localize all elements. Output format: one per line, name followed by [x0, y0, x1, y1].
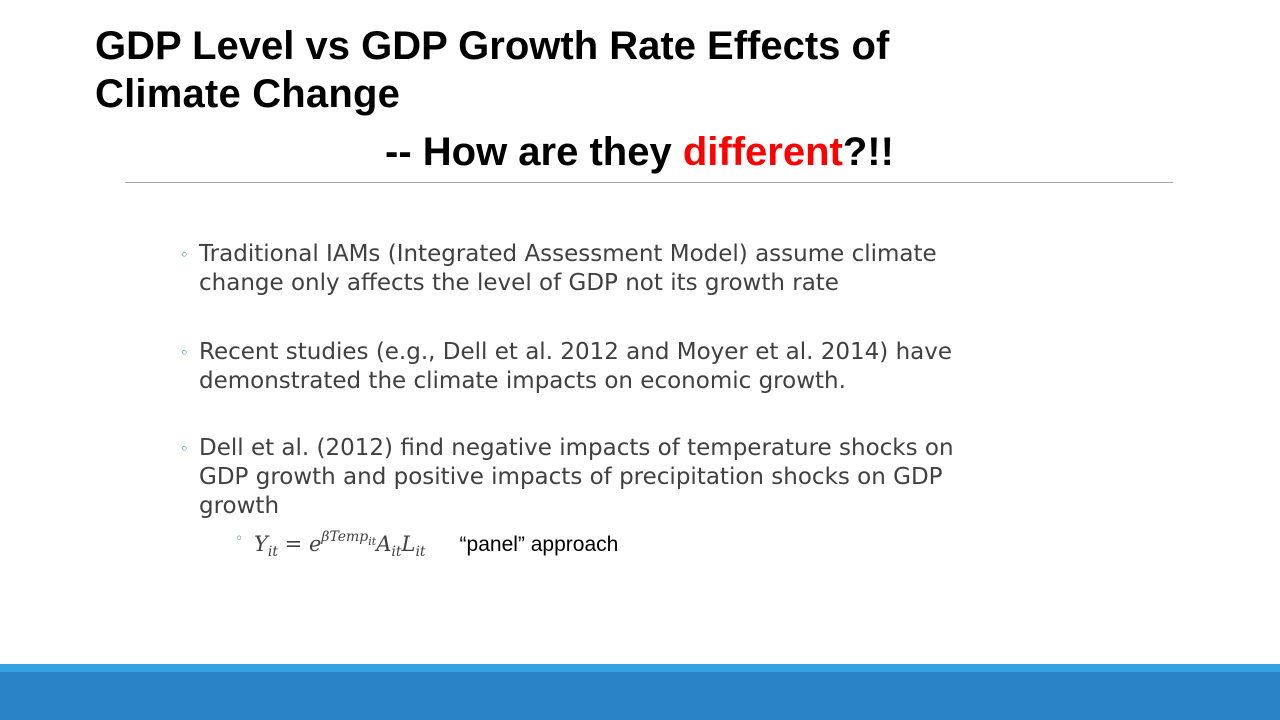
panel-formula: Yit = eβTempitAitLit: [254, 529, 426, 560]
formula-factor2: L: [401, 532, 416, 556]
bullet-text: Recent studies (e.g., Dell et al. 2012 a…: [199, 339, 953, 394]
subtitle-highlight: different: [682, 130, 843, 174]
bullet-marker-icon: ◦: [180, 344, 189, 362]
formula-exponent: βTempit: [321, 529, 377, 548]
bullet-marker-icon: ◦: [180, 246, 189, 264]
bullet-recent-studies: ◦ Recent studies (e.g., Dell et al. 2012…: [180, 338, 1010, 396]
panel-approach-label: “panel” approach: [459, 533, 619, 556]
bullet-text: Traditional IAMs (Integrated Assessment …: [199, 241, 937, 296]
bullet-marker-icon: ◦: [180, 440, 189, 458]
sub-bullet-panel-formula: ◦ Yit = eβTempitAitLit “panel” approach: [235, 525, 1010, 566]
footer-accent-stripe: [0, 664, 1280, 672]
bullet-list: ◦ Traditional IAMs (Integrated Assessmen…: [180, 240, 1010, 566]
title-line-2: Climate Change: [95, 72, 401, 116]
subtitle-suffix: ?!!: [842, 130, 894, 174]
subtitle-prefix: -- How are they: [385, 130, 683, 174]
sub-bullet-marker-icon: ◦: [235, 531, 244, 547]
slide-subtitle: -- How are they different?!!: [385, 128, 894, 176]
formula-factor1: A: [376, 532, 392, 556]
formula-base: e: [308, 532, 322, 556]
title-line-1: GDP Level vs GDP Growth Rate Effects of: [95, 24, 890, 68]
footer-bar: [0, 672, 1280, 720]
formula-exp-sub: it: [368, 534, 377, 548]
formula-lhs-var: Y: [254, 532, 268, 556]
title-divider: [125, 182, 1173, 183]
formula-factor2-sub: it: [415, 544, 426, 561]
bullet-text: Dell et al. (2012) find negative impacts…: [199, 435, 954, 519]
formula-equals: =: [277, 532, 309, 556]
formula-lhs-sub: it: [267, 544, 278, 561]
slide-title: GDP Level vs GDP Growth Rate Effects of …: [95, 22, 1095, 118]
formula-factor1-sub: it: [391, 544, 402, 561]
bullet-dell-findings: ◦ Dell et al. (2012) find negative impac…: [180, 434, 1010, 566]
formula-exp: βTemp: [321, 529, 369, 545]
bullet-traditional-iams: ◦ Traditional IAMs (Integrated Assessmen…: [180, 240, 1010, 298]
